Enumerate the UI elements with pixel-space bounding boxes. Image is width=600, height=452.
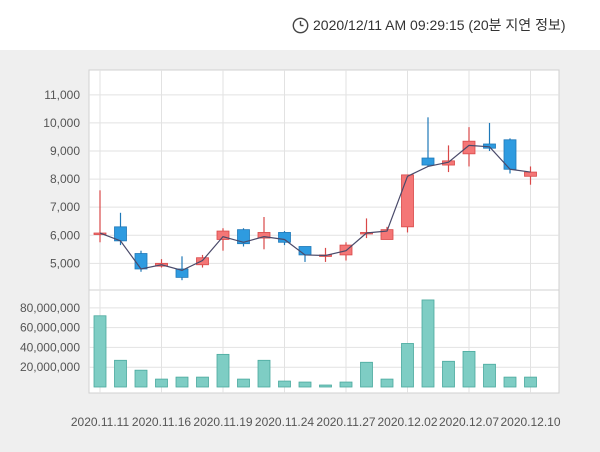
x-axis-label: 2020.12.10 (500, 415, 560, 429)
volume-bar (360, 361, 373, 388)
volume-bar (93, 315, 107, 388)
volume-bar (298, 381, 312, 388)
candle-body (257, 232, 271, 239)
volume-bar (421, 299, 435, 388)
clock-icon (292, 17, 309, 34)
candle-layer (93, 117, 537, 281)
volume-bar (257, 359, 271, 388)
volume-y-tick: 80,000,000 (20, 301, 80, 315)
header: 2020/12/11 AM 09:29:15 (20분 지연 정보) (0, 0, 600, 50)
volume-y-tick: 60,000,000 (20, 321, 80, 335)
volume-bar (134, 369, 148, 388)
volume-bar (401, 343, 414, 388)
price-y-tick: 5,000 (50, 256, 80, 270)
volume-bar (155, 378, 168, 388)
x-axis-label: 2020.11.16 (132, 415, 191, 429)
x-axis-label: 2020.11.27 (316, 415, 375, 429)
volume-bar (483, 363, 496, 388)
volume-bar (278, 380, 291, 388)
volume-y-tick: 40,000,000 (20, 340, 80, 354)
price-y-tick: 10,000 (43, 116, 80, 130)
candle-body (401, 174, 414, 228)
price-plot-area (88, 69, 560, 291)
ma-layer (99, 144, 531, 272)
chart-panel: 5,000 6,000 7,000 8,000 9,000 10,000 11,000 20,… (0, 50, 600, 452)
volume-bar (196, 376, 209, 388)
x-axis-label: 2020.11.19 (193, 415, 252, 429)
candle-body (196, 257, 209, 266)
volume-bar (442, 360, 455, 388)
price-y-tick: 11,000 (44, 88, 80, 102)
candle-body (278, 232, 291, 243)
volume-y-tick: 20,000,000 (20, 360, 80, 374)
volume-bar (380, 378, 394, 388)
price-y-tick: 7,000 (50, 200, 80, 214)
x-axis-label: 2020.12.02 (377, 415, 437, 429)
candle-body (462, 140, 476, 155)
x-axis-label: 2020.11.24 (255, 415, 314, 429)
candle-body (524, 171, 537, 177)
candle-body (298, 246, 312, 256)
candle-body (237, 229, 250, 245)
candle-body (216, 230, 230, 240)
stock-chart: 5,000 6,000 7,000 8,000 9,000 10,000 11,000 20,… (20, 69, 561, 429)
volume-bar (524, 376, 537, 388)
timestamp: 2020/12/11 AM 09:29:15 (20분 지연 정보) (313, 17, 566, 33)
candle-body (134, 253, 148, 270)
price-y-tick: 9,000 (50, 144, 80, 158)
ma-line (99, 144, 531, 272)
price-y-tick: 6,000 (50, 228, 80, 242)
x-axis-label: 2020.11.11 (71, 415, 130, 429)
volume-bar (237, 378, 250, 388)
volume-bar (114, 359, 127, 388)
volume-bar (503, 376, 517, 388)
volume-bar (175, 376, 189, 388)
volume-bar (339, 381, 353, 388)
candle-body (175, 268, 189, 278)
volume-bar (319, 384, 332, 388)
volume-bar (462, 350, 476, 388)
volume-bar (216, 353, 230, 388)
price-y-tick: 8,000 (50, 172, 80, 186)
volume-plot-area (88, 289, 560, 394)
grid-layer (89, 70, 559, 393)
x-axis-label: 2020.12.07 (439, 415, 499, 429)
volume-layer (93, 299, 537, 388)
label-layer: 5,000 6,000 7,000 8,000 9,000 10,000 11,000 20,… (20, 88, 561, 429)
candle-body (421, 157, 435, 166)
